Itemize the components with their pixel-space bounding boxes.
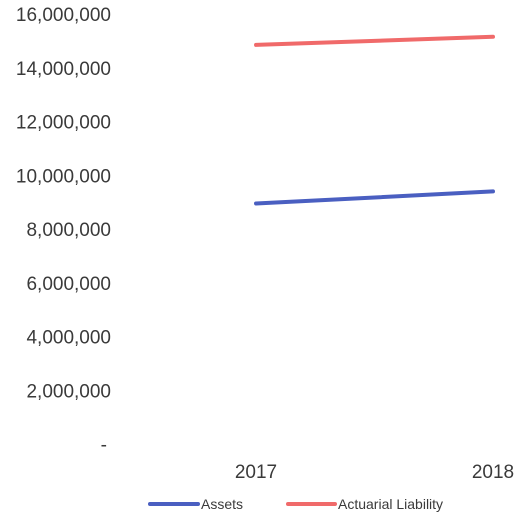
y-tick-label: 14,000,000 — [16, 59, 111, 80]
y-tick-label: 6,000,000 — [26, 274, 111, 295]
legend-label-assets: Assets — [201, 496, 243, 512]
series-line-assets — [254, 189, 495, 206]
series-line-actuarial-liability — [254, 34, 495, 47]
y-tick-label: - — [101, 435, 107, 456]
x-tick-label: 2017 — [235, 462, 277, 483]
y-tick-label: 10,000,000 — [16, 166, 111, 187]
legend-label-actuarial-liability: Actuarial Liability — [338, 496, 443, 512]
y-tick-label: 8,000,000 — [26, 220, 111, 241]
y-axis-tick-labels: - 2,000,000 4,000,000 6,000,000 8,000,000 10,… — [16, 5, 111, 456]
x-axis-tick-labels: 2017 2018 — [235, 462, 514, 483]
y-tick-label: 4,000,000 — [26, 328, 111, 349]
y-tick-label: 12,000,000 — [16, 113, 111, 134]
series-lines — [254, 34, 495, 206]
x-tick-label: 2018 — [472, 462, 514, 483]
legend: Assets Actuarial Liability — [148, 496, 443, 512]
y-tick-label: 2,000,000 — [26, 381, 111, 402]
y-tick-label: 16,000,000 — [16, 5, 111, 26]
